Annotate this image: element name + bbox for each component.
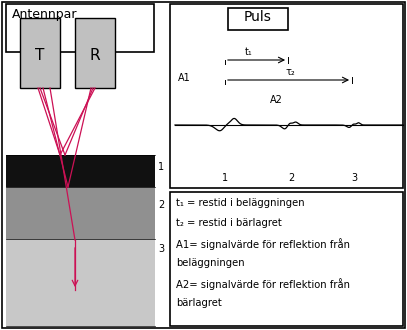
Bar [6,187,155,239]
Text: 2: 2 [288,173,294,183]
Text: A1= signalvärde för reflektion från: A1= signalvärde för reflektion från [176,238,350,250]
Bar [75,18,115,88]
Text: 1: 1 [222,173,228,183]
Text: R: R [90,48,100,62]
Text: t₁: t₁ [245,47,253,57]
Text: 2: 2 [158,200,164,210]
Text: Puls: Puls [244,10,272,24]
Text: A2: A2 [270,95,283,105]
Text: beläggningen: beläggningen [176,258,245,268]
Text: A2= signalvärde för reflektion från: A2= signalvärde för reflektion från [176,278,350,290]
Bar [6,155,155,187]
Bar [170,192,403,326]
Text: bärlagret: bärlagret [176,298,222,308]
Bar [6,4,154,52]
Text: 1: 1 [158,162,164,172]
Bar [228,8,288,30]
Text: A1: A1 [178,73,191,83]
Text: 3: 3 [158,244,164,254]
Text: T: T [35,48,45,62]
Text: 3: 3 [351,173,357,183]
Bar [20,18,60,88]
Text: Antennpar: Antennpar [12,8,77,21]
Bar [6,239,155,326]
Text: τ₂: τ₂ [285,67,295,77]
Text: t₂ = restid i bärlagret: t₂ = restid i bärlagret [176,218,282,228]
Bar [170,4,403,188]
Text: t₁ = restid i beläggningen: t₁ = restid i beläggningen [176,198,304,208]
